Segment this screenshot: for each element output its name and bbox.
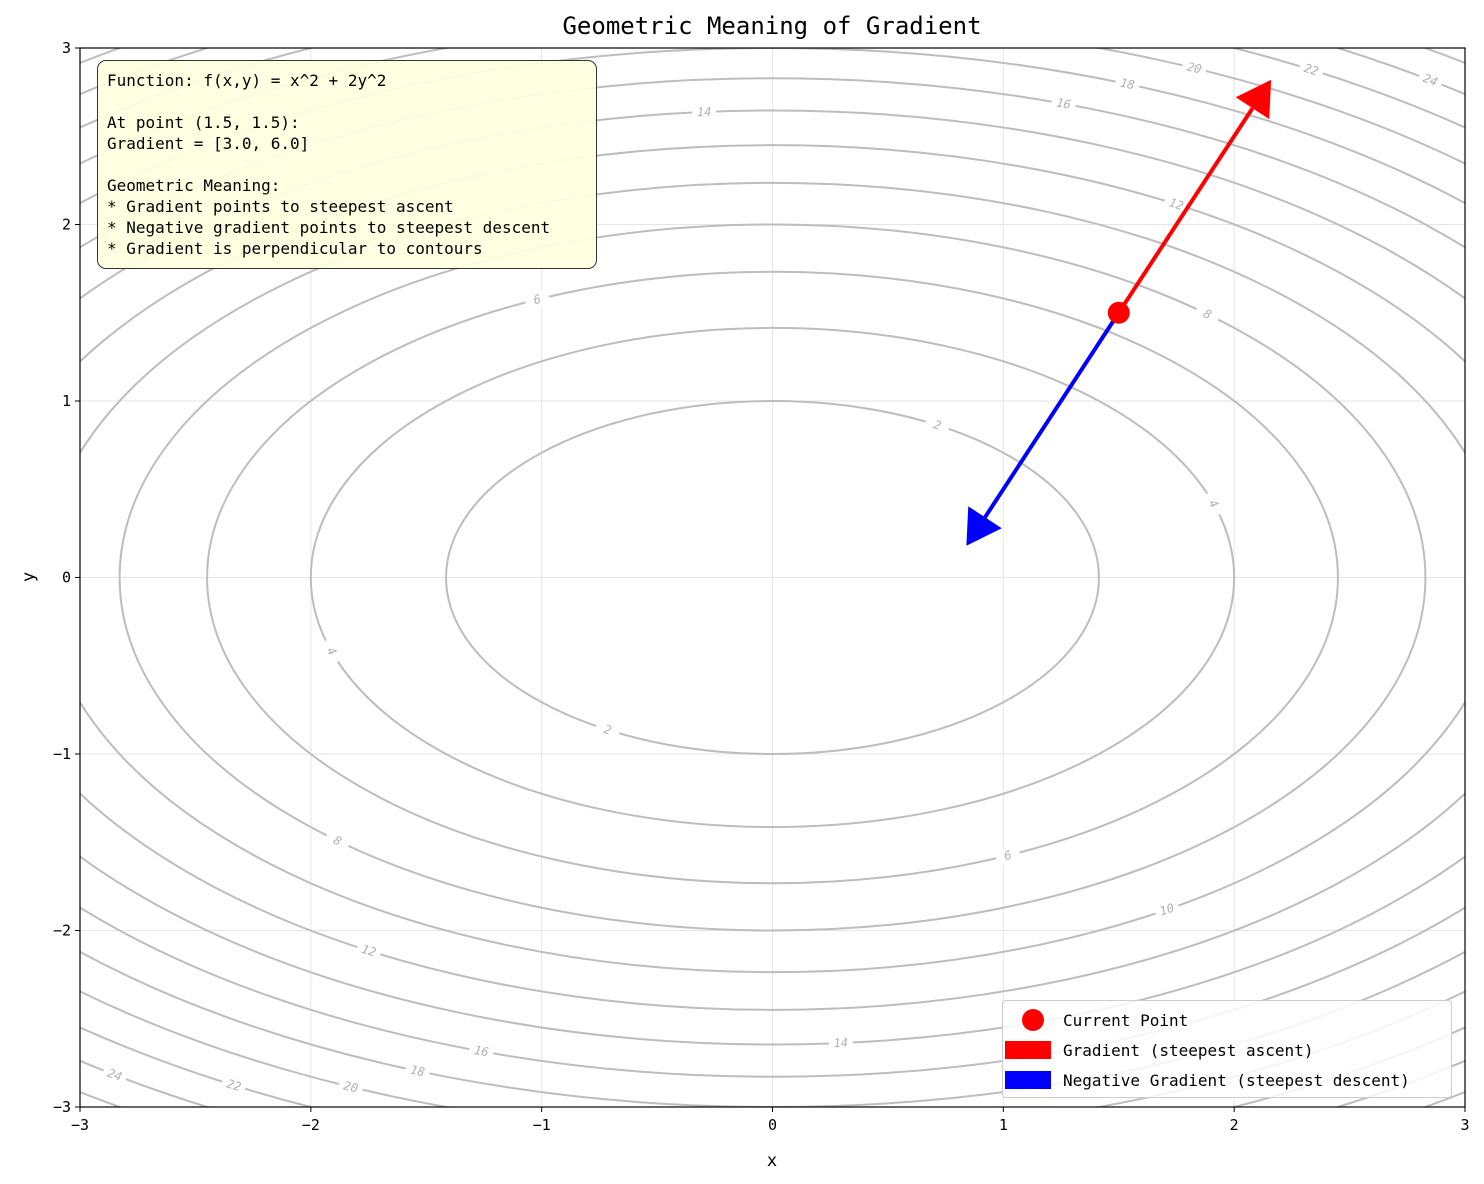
legend: Current Point Gradient (steepest ascent)… bbox=[1002, 1000, 1452, 1098]
contour-label-bg bbox=[219, 1074, 248, 1097]
contour-line bbox=[80, 181, 1465, 974]
contour-label: 2 bbox=[602, 722, 613, 738]
contour-line bbox=[80, 144, 1465, 1011]
contour-line bbox=[80, 77, 1465, 1078]
contour-label-bg bbox=[1162, 193, 1191, 216]
contour-label: 24 bbox=[105, 1066, 124, 1084]
legend-label: Gradient (steepest ascent) bbox=[1063, 1040, 1314, 1060]
contour-line bbox=[80, 109, 1465, 1046]
contour-label: 6 bbox=[1003, 848, 1013, 863]
contour-label: 18 bbox=[409, 1063, 426, 1080]
y-tick-label: 0 bbox=[62, 569, 71, 587]
contour-line bbox=[118, 223, 1427, 932]
contour-label-bg bbox=[404, 1060, 432, 1082]
legend-item-gradient: Gradient (steepest ascent) bbox=[1003, 1038, 1313, 1062]
y-tick-label: −2 bbox=[53, 922, 71, 940]
contour-label-bg bbox=[691, 103, 717, 121]
x-axis-label: x bbox=[767, 1151, 777, 1171]
annotation-line: At point (1.5, 1.5): bbox=[107, 113, 300, 132]
annotation-line: Gradient = [3.0, 6.0] bbox=[107, 134, 310, 153]
annotation-box: Function: f(x,y) = x^2 + 2y^2 At point (… bbox=[97, 60, 597, 269]
contour-line bbox=[309, 326, 1236, 829]
contour-label-bg bbox=[923, 413, 952, 437]
negative-gradient-arrow-head bbox=[966, 506, 1002, 546]
contour-label: 12 bbox=[360, 942, 378, 960]
contour-label-bg bbox=[994, 844, 1022, 867]
x-tick-label: −3 bbox=[71, 1116, 89, 1134]
contour-label-bg bbox=[593, 718, 622, 742]
x-tick-label: 0 bbox=[768, 1116, 777, 1134]
contour-label-bg bbox=[828, 1034, 854, 1052]
gradient-arrows bbox=[966, 79, 1272, 546]
contour-label-bg bbox=[318, 636, 345, 666]
x-tick-label: −1 bbox=[533, 1116, 551, 1134]
contour-line bbox=[206, 270, 1339, 885]
contour-label-bg bbox=[1050, 93, 1077, 114]
contour-label: 16 bbox=[473, 1043, 490, 1059]
contour-label-bg bbox=[1200, 489, 1227, 519]
contour-label: 10 bbox=[1158, 901, 1176, 919]
annotation-line: * Gradient points to steepest ascent bbox=[107, 197, 454, 216]
contour-label-bg bbox=[100, 1063, 129, 1087]
contour-label: 16 bbox=[1055, 96, 1072, 112]
gradient-arrow-shaft bbox=[1117, 107, 1255, 314]
contour-label: 2 bbox=[932, 417, 943, 433]
y-tick-label: −1 bbox=[53, 745, 71, 763]
chart-title: Geometric Meaning of Gradient bbox=[562, 12, 981, 40]
contour-label: 20 bbox=[1186, 60, 1203, 77]
contour-label: 6 bbox=[532, 292, 542, 307]
contour-label-bg bbox=[354, 939, 383, 962]
annotation-line: * Gradient is perpendicular to contours bbox=[107, 239, 483, 258]
y-axis-label: y bbox=[19, 572, 39, 582]
y-tick-label: 1 bbox=[62, 392, 71, 410]
legend-label: Current Point bbox=[1063, 1010, 1189, 1030]
contour-label-bg bbox=[1152, 898, 1181, 922]
legend-marker-icon bbox=[1022, 1009, 1044, 1031]
annotation-line: Geometric Meaning: bbox=[107, 176, 281, 195]
contour-label: 12 bbox=[1167, 195, 1185, 213]
contour-label: 22 bbox=[225, 1076, 243, 1094]
x-tick-label: 1 bbox=[999, 1116, 1008, 1134]
annotation-line bbox=[107, 91, 587, 112]
legend-label: Negative Gradient (steepest descent) bbox=[1063, 1070, 1410, 1090]
legend-item-negative-gradient: Negative Gradient (steepest descent) bbox=[1003, 1068, 1410, 1092]
contour-label: 14 bbox=[697, 105, 712, 120]
y-tick-label: 2 bbox=[62, 216, 71, 234]
x-tick-label: 2 bbox=[1230, 1116, 1239, 1134]
x-tick-label: 3 bbox=[1460, 1116, 1469, 1134]
contour-line bbox=[445, 400, 1100, 755]
annotation-line: * Negative gradient points to steepest d… bbox=[107, 218, 551, 237]
current-point-marker bbox=[1107, 301, 1130, 324]
contour-label-bg bbox=[1180, 57, 1208, 79]
legend-patch-icon bbox=[1005, 1041, 1051, 1059]
contour-label: 24 bbox=[1421, 71, 1440, 89]
contour-label-bg bbox=[1416, 68, 1445, 92]
legend-item-current-point: Current Point bbox=[1003, 1008, 1188, 1032]
annotation-line bbox=[107, 154, 587, 175]
gradient-arrow-head bbox=[1235, 79, 1272, 120]
x-tick-label: −2 bbox=[302, 1116, 320, 1134]
y-tick-label: −3 bbox=[53, 1098, 71, 1116]
contour-label: 18 bbox=[1119, 76, 1136, 93]
contour-label-bg bbox=[1113, 73, 1141, 95]
contour-label-bg bbox=[468, 1041, 495, 1062]
contour-label-bg bbox=[1297, 58, 1326, 81]
y-tick-label: 3 bbox=[62, 39, 71, 57]
legend-patch-icon bbox=[1005, 1071, 1051, 1089]
contour-label-bg bbox=[323, 828, 352, 854]
contour-label-bg bbox=[337, 1076, 365, 1098]
annotation-line: Function: f(x,y) = x^2 + 2y^2 bbox=[107, 71, 387, 90]
contour-label-bg bbox=[1193, 301, 1222, 327]
contour-label: 22 bbox=[1302, 61, 1320, 79]
negative-gradient-arrow-shaft bbox=[983, 311, 1121, 519]
contour-label-bg bbox=[523, 288, 551, 311]
contour-label: 20 bbox=[342, 1078, 359, 1095]
contour-label: 14 bbox=[833, 1036, 848, 1051]
